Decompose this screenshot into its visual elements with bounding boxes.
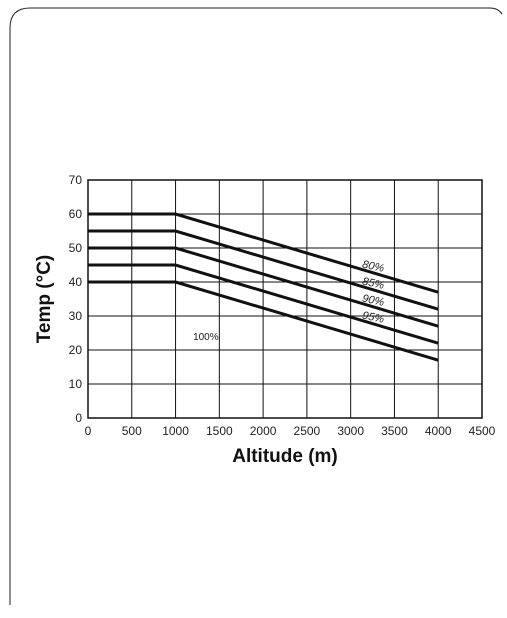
x-tick-label: 500 <box>122 424 142 438</box>
tick-layer: 0 500 1000 1500 2000 2500 3000 3500 4000 4500 0 10 2… <box>69 173 496 438</box>
grid-layer <box>87 179 483 419</box>
x-tick-label: 0 <box>85 424 92 438</box>
series-line <box>88 212 439 294</box>
x-tick-label: 3000 <box>337 424 364 438</box>
y-tick-label: 40 <box>69 275 83 289</box>
label-layer: 80%85%90%95% 100% <box>193 259 385 343</box>
y-tick-label: 60 <box>69 207 83 221</box>
x-tick-label: 4000 <box>425 424 452 438</box>
series-layer <box>88 212 439 362</box>
series-label: 80% <box>361 259 385 275</box>
x-tick-label: 3500 <box>381 424 408 438</box>
y-tick-label: 30 <box>69 309 83 323</box>
series-label: 85% <box>361 276 385 292</box>
x-tick-label: 4500 <box>469 424 496 438</box>
y-tick-label: 50 <box>69 241 83 255</box>
series-label: 90% <box>361 293 385 309</box>
series-line <box>88 246 439 328</box>
series-line <box>88 280 439 362</box>
series-line <box>88 229 439 311</box>
x-tick-label: 1500 <box>206 424 233 438</box>
x-tick-label: 2500 <box>294 424 321 438</box>
x-tick-label: 2000 <box>250 424 277 438</box>
series-line <box>88 263 439 345</box>
y-tick-label: 70 <box>69 173 83 187</box>
y-axis-title: Temp (°C) <box>34 255 55 344</box>
plot-area-border <box>87 179 483 419</box>
region-annotation: 100% <box>193 332 219 343</box>
y-tick-label: 10 <box>69 377 83 391</box>
x-tick-label: 1000 <box>162 424 189 438</box>
y-tick-label: 0 <box>75 411 82 425</box>
x-axis-title: Altitude (m) <box>232 446 338 467</box>
series-label: 95% <box>361 310 385 326</box>
y-tick-label: 20 <box>69 343 83 357</box>
